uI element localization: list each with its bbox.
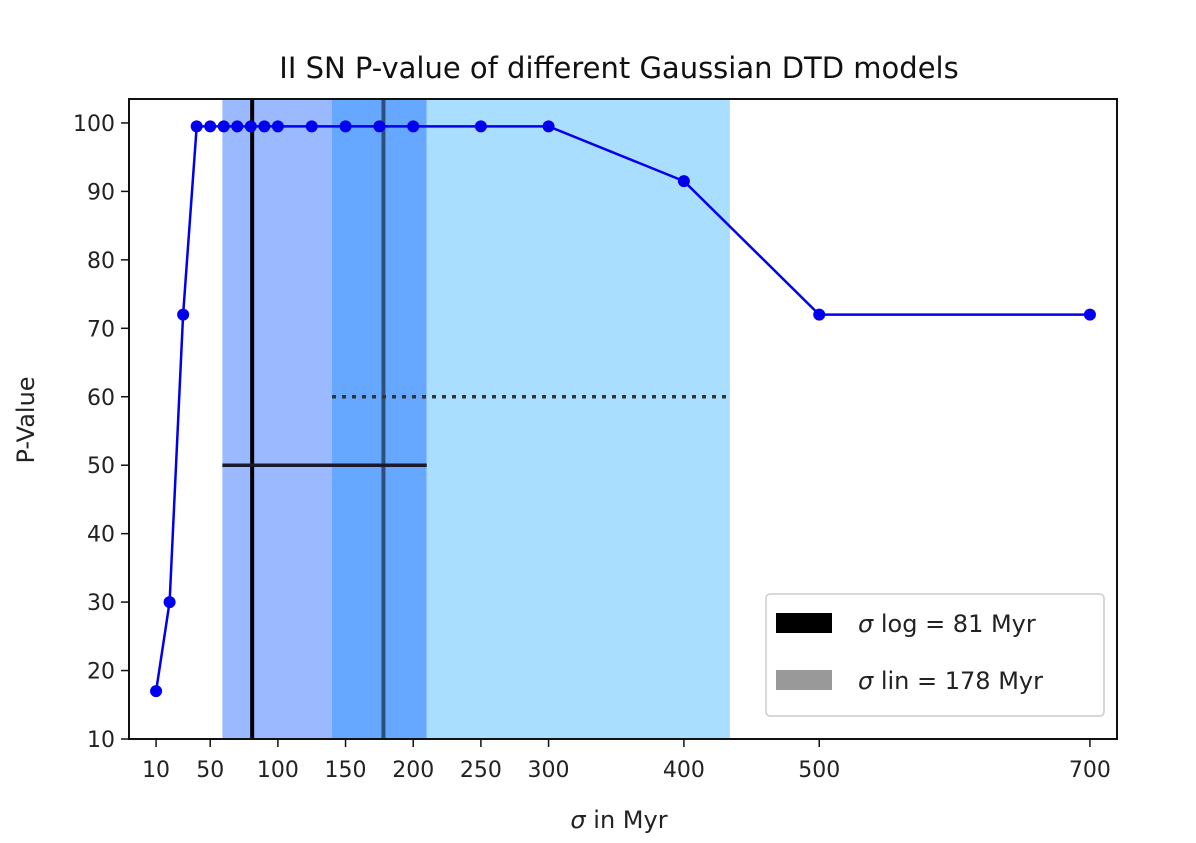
- data-point: [474, 120, 487, 133]
- data-point: [373, 120, 386, 133]
- legend-entry-log-symbol: σ: [858, 610, 874, 638]
- data-point: [542, 120, 555, 133]
- x-tick-label: 150: [325, 758, 367, 783]
- x-axis-ticks: 10 50 100 150 200 250 300 400 500 700: [142, 739, 1111, 783]
- legend-box: [765, 593, 1105, 717]
- data-point: [163, 596, 176, 609]
- y-tick-label: 30: [87, 591, 115, 616]
- y-tick-label: 50: [87, 454, 115, 479]
- x-tick-label: 200: [392, 758, 434, 783]
- y-axis-title: P-Value: [12, 376, 40, 463]
- shaded-bands: [222, 99, 730, 739]
- data-point: [231, 120, 244, 133]
- x-tick-label: 250: [460, 758, 502, 783]
- data-point: [177, 308, 190, 321]
- x-axis-title: σ in Myr: [570, 806, 667, 834]
- data-point: [190, 120, 203, 133]
- chart-title: II SN P-value of different Gaussian DTD …: [279, 51, 958, 85]
- legend-entry-log: σ log = 81 Myr: [858, 610, 1036, 638]
- x-tick-label: 500: [798, 758, 840, 783]
- x-tick-label: 400: [663, 758, 705, 783]
- shaded-band-2: [426, 99, 730, 739]
- x-tick-label: 10: [142, 758, 170, 783]
- data-point: [677, 175, 690, 188]
- x-tick-label: 300: [528, 758, 570, 783]
- y-axis-ticks: 10 20 30 40 50 60 70 80 90 100: [73, 112, 129, 753]
- legend-entry-lin: σ lin = 178 Myr: [858, 667, 1043, 695]
- shaded-band-0: [222, 99, 333, 739]
- y-tick-label: 90: [87, 180, 115, 205]
- data-point: [339, 120, 352, 133]
- x-tick-label: 50: [196, 758, 224, 783]
- y-tick-label: 10: [87, 728, 115, 753]
- y-tick-label: 40: [87, 523, 115, 548]
- data-point: [217, 120, 230, 133]
- data-point: [204, 120, 217, 133]
- legend-swatch-log: [776, 613, 832, 633]
- shaded-band-1: [332, 99, 427, 739]
- y-tick-label: 60: [87, 386, 115, 411]
- data-point: [305, 120, 318, 133]
- legend-entry-log-label: log = 81 Myr: [873, 610, 1036, 638]
- data-point: [1083, 308, 1096, 321]
- data-point: [271, 120, 284, 133]
- data-point: [813, 308, 826, 321]
- y-tick-label: 100: [73, 112, 115, 137]
- y-tick-label: 70: [87, 317, 115, 342]
- data-point: [150, 685, 163, 698]
- data-point: [407, 120, 420, 133]
- legend-entry-lin-label: lin = 178 Myr: [873, 667, 1043, 695]
- x-tick-label: 100: [257, 758, 299, 783]
- reference-lines: [222, 99, 730, 739]
- x-axis-symbol: σ: [570, 806, 586, 834]
- legend-entry-lin-symbol: σ: [858, 667, 874, 695]
- y-tick-label: 80: [87, 249, 115, 274]
- legend-swatch-lin: [776, 670, 832, 690]
- x-axis-title-text: in Myr: [586, 806, 668, 834]
- series-layer: [150, 120, 1096, 698]
- legend: σ log = 81 Myr σ lin = 178 Myr: [765, 593, 1105, 717]
- x-tick-label: 700: [1069, 758, 1111, 783]
- data-point: [244, 120, 257, 133]
- data-point: [258, 120, 271, 133]
- y-tick-label: 20: [87, 660, 115, 685]
- plot-frame: [128, 98, 1118, 740]
